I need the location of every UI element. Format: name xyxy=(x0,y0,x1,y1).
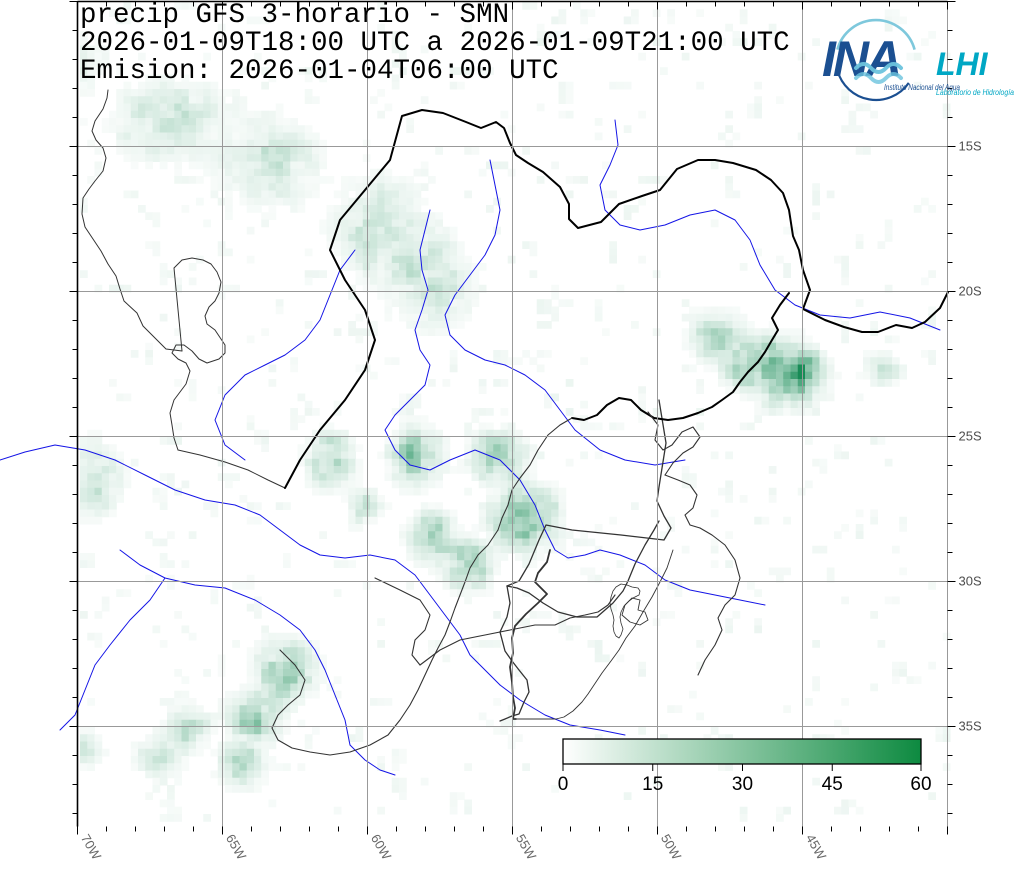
svg-text:0: 0 xyxy=(558,774,569,795)
svg-text:15: 15 xyxy=(642,774,663,795)
svg-text:15S: 15S xyxy=(959,139,982,154)
svg-text:25S: 25S xyxy=(959,429,982,444)
svg-text:Emision: 2026-01-04T06:00 UTC: Emision: 2026-01-04T06:00 UTC xyxy=(80,56,559,87)
svg-text:20S: 20S xyxy=(959,284,982,299)
svg-text:precip GFS 3-horario - SMN: precip GFS 3-horario - SMN xyxy=(80,0,509,31)
svg-text:LHI: LHI xyxy=(936,46,989,82)
svg-text:60: 60 xyxy=(910,774,931,795)
svg-text:45: 45 xyxy=(822,774,843,795)
svg-text:35S: 35S xyxy=(959,719,982,734)
svg-text:30S: 30S xyxy=(959,574,982,589)
svg-text:2026-01-09T18:00 UTC a 2026-01: 2026-01-09T18:00 UTC a 2026-01-09T21:00 … xyxy=(80,28,790,59)
svg-text:30: 30 xyxy=(732,774,753,795)
svg-text:Laboratorio de Hidrología: Laboratorio de Hidrología xyxy=(936,88,1014,97)
